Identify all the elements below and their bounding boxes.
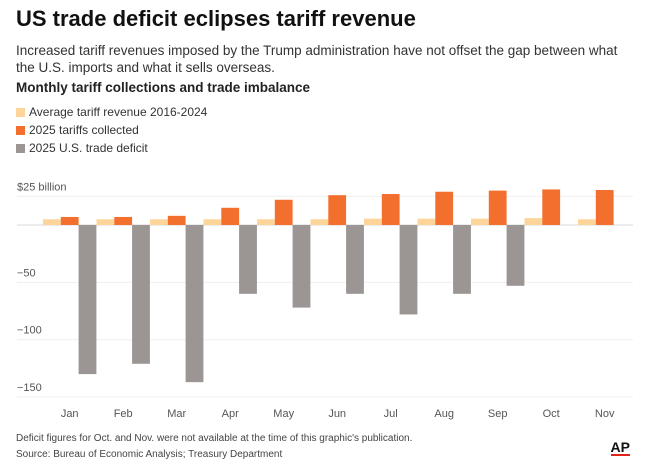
bar-2-sep [506, 225, 525, 286]
legend-swatch [16, 125, 25, 135]
bar-0-may [257, 219, 275, 225]
bar-2-jul [399, 225, 418, 315]
bar-1-oct [542, 189, 561, 225]
bar-0-mar [150, 219, 168, 225]
bar-0-oct [524, 218, 543, 225]
bar-2-jan [78, 225, 97, 375]
legend-item-deficit: 2025 U.S. trade deficit [16, 141, 148, 155]
ap-logo: AP [610, 439, 630, 456]
bar-2-jun [346, 225, 364, 294]
bar-0-aug [417, 218, 436, 225]
x-tick-label: Feb [114, 408, 133, 420]
chart-title: Monthly tariff collections and trade imb… [16, 80, 311, 95]
x-tick-label: Jul [384, 408, 398, 420]
x-tick-label: Aug [434, 408, 454, 420]
legend-swatch [16, 107, 25, 117]
bar-0-apr [203, 219, 222, 225]
bar-1-mar [167, 215, 186, 225]
bar-1-jul [381, 194, 400, 225]
bar-1-feb [114, 216, 133, 225]
source: Source: Bureau of Economic Analysis; Tre… [16, 449, 283, 460]
bar-1-nov [595, 190, 614, 225]
footnote: Deficit figures for Oct. and Nov. were n… [16, 433, 413, 444]
bar-0-sep [471, 218, 489, 225]
legend-label: Average tariff revenue 2016-2024 [29, 105, 208, 119]
bar-2-aug [453, 225, 471, 294]
y-tick-label: −50 [17, 267, 36, 279]
y-tick-label: $25 billion [17, 181, 67, 193]
bar-2-may [292, 225, 311, 308]
headline: US trade deficit eclipses tariff revenue [16, 6, 416, 31]
subtitle: Increased tariff revenues imposed by the… [16, 43, 618, 75]
x-tick-label: May [273, 408, 294, 420]
bar-0-feb [96, 219, 115, 225]
bar-1-apr [221, 207, 240, 225]
legend-label: 2025 tariffs collected [29, 123, 139, 137]
y-tick-label: −100 [17, 325, 42, 337]
legend-item-tariffs: 2025 tariffs collected [16, 123, 139, 137]
bar-0-jul [364, 218, 382, 225]
legend-swatch [16, 143, 25, 153]
x-tick-label: Sep [488, 408, 508, 420]
bar-1-sep [488, 190, 507, 225]
y-tick-label: −150 [17, 382, 42, 394]
x-tick-label: Jun [328, 408, 346, 420]
bar-0-jun [310, 219, 329, 225]
bar-0-jan [43, 219, 61, 225]
bar-1-aug [435, 191, 454, 225]
bar-2-mar [185, 225, 204, 383]
x-tick-label: Oct [543, 408, 560, 420]
bar-0-nov [578, 219, 596, 225]
bar-2-feb [132, 225, 150, 364]
bar-1-may [274, 199, 293, 225]
x-tick-label: Nov [595, 408, 615, 420]
bar-1-jan [60, 216, 79, 225]
bar-2-apr [239, 225, 257, 294]
x-tick-label: Mar [167, 408, 186, 420]
x-tick-label: Jan [61, 408, 79, 420]
bar-1-jun [328, 195, 347, 225]
legend-label: 2025 U.S. trade deficit [29, 141, 148, 155]
legend-item-average: Average tariff revenue 2016-2024 [16, 105, 207, 119]
x-tick-label: Apr [222, 408, 239, 420]
